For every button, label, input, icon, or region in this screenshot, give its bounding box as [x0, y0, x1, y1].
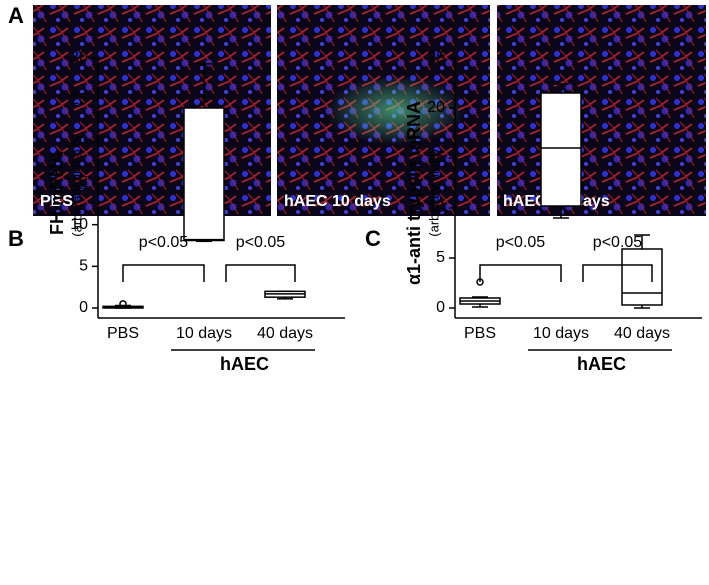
- significance-label: p<0.05: [236, 234, 285, 251]
- significance-label: p<0.05: [139, 234, 188, 251]
- y-axis-subtitle: (arbitrary units): [426, 149, 441, 236]
- y-axis-title: FH mRNA: [47, 151, 67, 235]
- y-tick-label: 5: [436, 249, 445, 266]
- panel-label: C: [365, 226, 381, 251]
- image-caption: hAEC 10 days: [284, 193, 391, 210]
- significance-bracket: [582, 264, 653, 282]
- x-tick-label: 10 days: [176, 325, 232, 342]
- outlier: [119, 300, 127, 308]
- group-label: hAEC: [220, 354, 269, 374]
- micrograph-signal: [325, 75, 465, 145]
- y-axis-title: α1-anti trypsin mRNA: [404, 101, 424, 285]
- x-tick-label: PBS: [107, 325, 139, 342]
- y-tick-label: 20: [70, 133, 88, 150]
- y-tick-label: 10: [427, 199, 445, 216]
- box: [621, 248, 663, 306]
- y-tick-label: 15: [70, 174, 88, 191]
- panel-label: B: [8, 226, 24, 251]
- x-tick-label: 40 days: [257, 325, 313, 342]
- x-tick-label: PBS: [464, 325, 496, 342]
- box: [540, 92, 582, 207]
- y-tick-label: 5: [79, 258, 88, 275]
- y-tick-label: 25: [70, 91, 88, 108]
- y-tick-label: 10: [70, 216, 88, 233]
- group-label: hAEC: [577, 354, 626, 374]
- significance-label: p<0.05: [593, 234, 642, 251]
- y-tick-label: 20: [427, 99, 445, 116]
- micrograph: [497, 5, 706, 216]
- box: [183, 107, 225, 242]
- y-tick-label: 0: [436, 299, 445, 316]
- y-tick-label: 30: [70, 49, 88, 66]
- significance-label: p<0.05: [496, 234, 545, 251]
- y-axis-subtitle: (arbitrary units): [69, 149, 84, 236]
- significance-bracket: [479, 264, 562, 282]
- image-caption: PBS: [40, 193, 73, 210]
- y-tick-label: 15: [427, 149, 445, 166]
- x-tick-label: 10 days: [533, 325, 589, 342]
- micrograph: [33, 5, 271, 216]
- panel-label: A: [8, 3, 24, 28]
- significance-bracket: [122, 264, 205, 282]
- significance-bracket: [225, 264, 296, 282]
- y-tick-label: 0: [79, 299, 88, 316]
- x-tick-label: 40 days: [614, 325, 670, 342]
- y-tick-label: 25: [427, 49, 445, 66]
